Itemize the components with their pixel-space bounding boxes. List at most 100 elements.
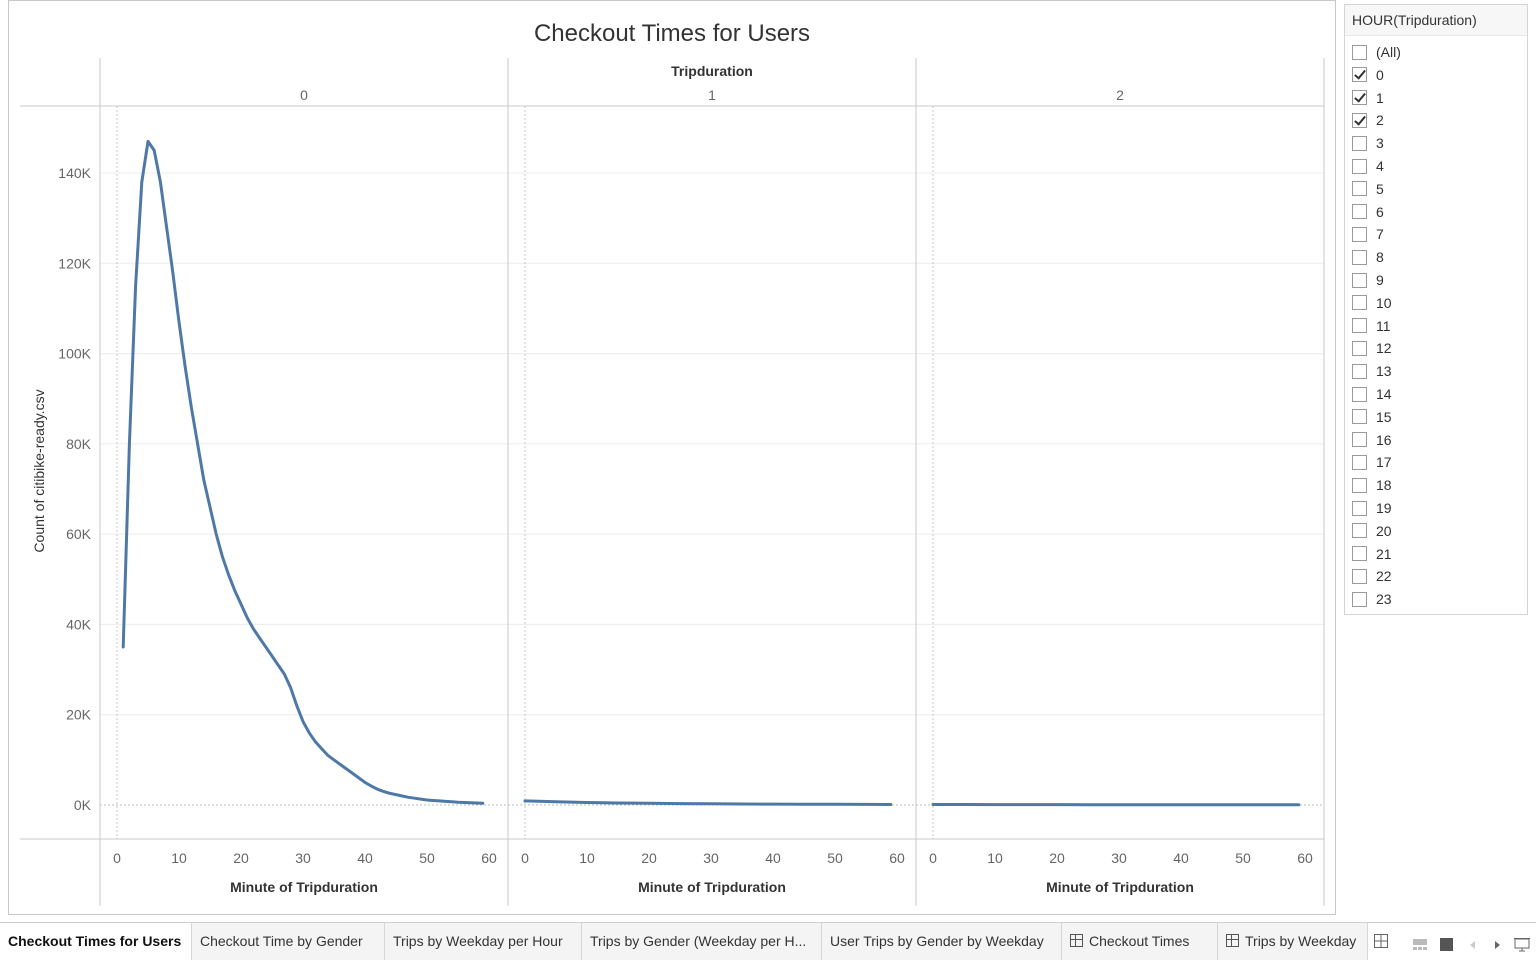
filter-checkbox[interactable] <box>1352 44 1367 60</box>
sheet-tab[interactable]: Trips by Weekday per Hour <box>385 923 582 960</box>
filter-checkbox[interactable] <box>1352 181 1367 197</box>
sheet-tab[interactable]: Checkout Time by Gender <box>192 923 385 960</box>
filter-checkbox[interactable] <box>1352 340 1367 356</box>
filter-item-13[interactable]: 13 <box>1352 360 1392 382</box>
scroll-left-icon[interactable] <box>1468 940 1478 950</box>
filter-item-label: 11 <box>1376 317 1391 334</box>
filter-item-2[interactable]: 2 <box>1352 109 1384 131</box>
sheet-tab[interactable]: Checkout Times <box>1062 923 1218 960</box>
filter-item-label: 18 <box>1376 477 1392 494</box>
filter-item-20[interactable]: 20 <box>1352 520 1392 542</box>
filter-item-label: 6 <box>1376 203 1384 220</box>
filter-checkbox[interactable] <box>1352 112 1367 128</box>
filter-item-5[interactable]: 5 <box>1352 178 1384 200</box>
filter-item-10[interactable]: 10 <box>1352 292 1392 314</box>
filter-item-label: 21 <box>1376 545 1392 562</box>
filter-item-18[interactable]: 18 <box>1352 474 1392 496</box>
filter-checkbox[interactable] <box>1352 477 1367 493</box>
filter-item-label: 0 <box>1376 66 1384 83</box>
filter-item-12[interactable]: 12 <box>1352 337 1392 359</box>
filter-checkbox[interactable] <box>1352 454 1367 470</box>
filter-item-14[interactable]: 14 <box>1352 383 1392 405</box>
filter-item-23[interactable]: 23 <box>1352 588 1392 610</box>
y-tick-label: 60K <box>66 526 92 542</box>
filter-item-all[interactable]: (All) <box>1352 41 1401 63</box>
filter-checkbox[interactable] <box>1352 500 1367 516</box>
x-tick-label: 20 <box>641 850 657 866</box>
filter-item-label: 16 <box>1376 431 1392 448</box>
filter-item-17[interactable]: 17 <box>1352 451 1392 473</box>
filter-item-8[interactable]: 8 <box>1352 246 1384 268</box>
new-dashboard-icon[interactable] <box>1374 934 1388 948</box>
sheet-tab[interactable]: Checkout Times for Users <box>0 923 192 960</box>
x-tick-label: 50 <box>419 850 435 866</box>
filter-item-16[interactable]: 16 <box>1352 429 1392 451</box>
x-tick-label: 40 <box>357 850 373 866</box>
filter-item-21[interactable]: 21 <box>1352 543 1392 565</box>
filter-checkbox[interactable] <box>1352 363 1367 379</box>
scroll-right-icon[interactable] <box>1492 940 1502 950</box>
x-tick-label: 40 <box>765 850 781 866</box>
filter-checkbox[interactable] <box>1352 204 1367 220</box>
filter-checkbox[interactable] <box>1352 158 1367 174</box>
presentation-mode-icon[interactable] <box>1514 937 1530 952</box>
filter-checkbox[interactable] <box>1352 272 1367 288</box>
filter-checkbox[interactable] <box>1352 295 1367 311</box>
sheet-tab[interactable]: Trips by Weekday <box>1218 923 1368 960</box>
filter-item-11[interactable]: 11 <box>1352 315 1391 337</box>
filter-item-label: 19 <box>1376 500 1392 516</box>
filter-checkbox[interactable] <box>1352 67 1367 83</box>
filter-item-label: 9 <box>1376 272 1384 288</box>
filter-checkbox[interactable] <box>1352 226 1367 242</box>
filter-checkbox[interactable] <box>1352 90 1367 106</box>
filter-item-label: 5 <box>1376 180 1384 197</box>
filter-checkbox[interactable] <box>1352 386 1367 402</box>
filter-item-9[interactable]: 9 <box>1352 269 1384 291</box>
filter-checkbox[interactable] <box>1352 249 1367 265</box>
filter-item-label: 2 <box>1376 112 1384 129</box>
dashboard-icon <box>1070 934 1083 947</box>
x-tick-label: 30 <box>703 850 719 866</box>
filter-item-15[interactable]: 15 <box>1352 406 1392 428</box>
filter-item-19[interactable]: 19 <box>1352 497 1392 519</box>
sheet-tab-label: Trips by Gender (Weekday per H... <box>590 933 807 949</box>
filter-title: HOUR(Tripduration) <box>1345 5 1527 36</box>
sheet-tab[interactable]: User Trips by Gender by Weekday <box>822 923 1062 960</box>
filter-item-4[interactable]: 4 <box>1352 155 1384 177</box>
filter-item-0[interactable]: 0 <box>1352 64 1384 86</box>
filter-checkbox[interactable] <box>1352 318 1367 334</box>
y-tick-label: 20K <box>66 707 92 723</box>
filter-checkbox[interactable] <box>1352 546 1367 562</box>
filter-item-label: 17 <box>1376 454 1392 471</box>
x-tick-label: 10 <box>579 850 595 866</box>
filter-checkbox[interactable] <box>1352 135 1367 151</box>
x-tick-label: 20 <box>233 850 249 866</box>
filter-checkbox[interactable] <box>1352 568 1367 584</box>
x-tick-label: 0 <box>113 850 121 866</box>
filter-item-label: 1 <box>1376 89 1384 106</box>
panel-header-0: 0 <box>300 87 308 103</box>
filmstrip-view-icon[interactable] <box>1412 937 1428 951</box>
filter-item-22[interactable]: 22 <box>1352 565 1392 587</box>
filter-item-label: 3 <box>1376 135 1384 152</box>
x-tick-label: 50 <box>1235 850 1251 866</box>
y-tick-label: 120K <box>58 255 91 271</box>
series-line-panel-0 <box>121 139 485 805</box>
sheet-tab[interactable]: Trips by Gender (Weekday per H... <box>582 923 822 960</box>
filter-item-3[interactable]: 3 <box>1352 132 1384 154</box>
filter-item-1[interactable]: 1 <box>1352 87 1384 109</box>
filter-checkbox[interactable] <box>1352 523 1367 539</box>
filter-checkbox[interactable] <box>1352 591 1367 607</box>
filter-item-6[interactable]: 6 <box>1352 201 1384 223</box>
x-tick-label: 10 <box>171 850 187 866</box>
dashboard-icon <box>1226 934 1239 947</box>
filter-checkbox[interactable] <box>1352 432 1367 448</box>
y-tick-label: 140K <box>58 165 91 181</box>
filter-item-7[interactable]: 7 <box>1352 223 1384 245</box>
filter-item-label: 23 <box>1376 591 1392 608</box>
panel-header-1: 1 <box>708 87 716 103</box>
y-tick-label: 0K <box>74 797 92 813</box>
sheet-view-icon[interactable] <box>1440 938 1454 952</box>
line-chart: Checkout Times for UsersTripduration0K20… <box>20 20 1325 906</box>
filter-checkbox[interactable] <box>1352 409 1367 425</box>
